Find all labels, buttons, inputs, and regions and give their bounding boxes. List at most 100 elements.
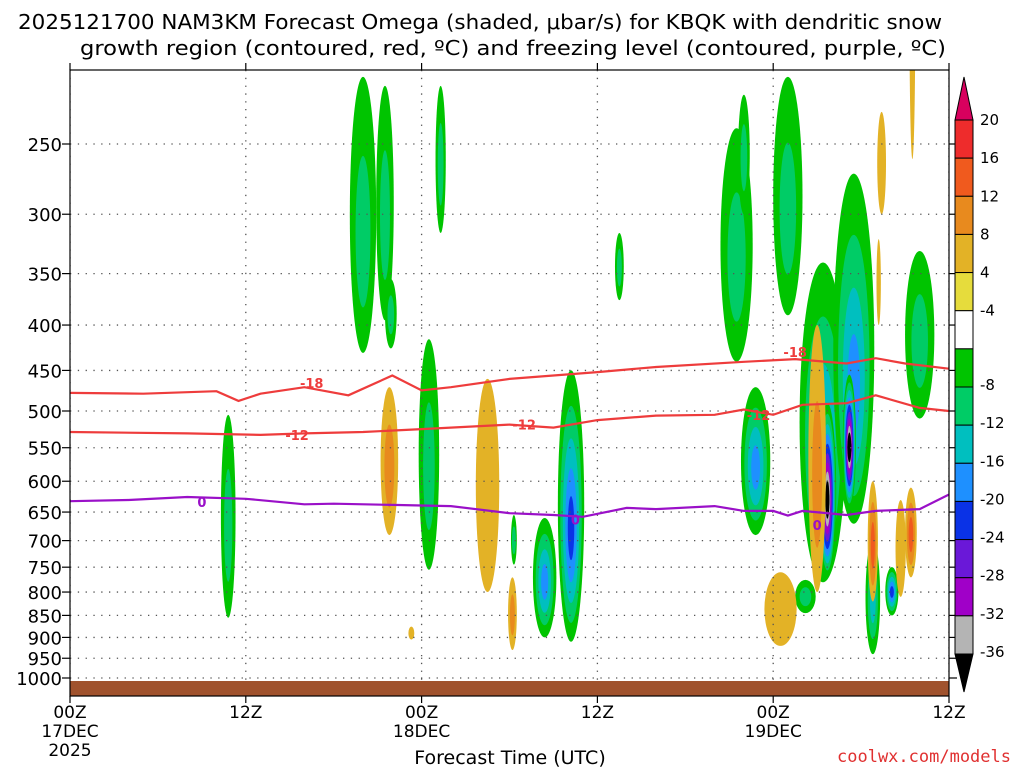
omega-shade xyxy=(380,150,390,281)
omega-ascent-cell xyxy=(877,111,887,215)
omega-shade xyxy=(889,586,894,598)
x-tick-label: 00Z xyxy=(405,703,438,723)
colorbar-tick-label: -8 xyxy=(980,376,995,394)
colorbar-tick-label: -32 xyxy=(980,605,1005,623)
omega-descent-cell xyxy=(614,233,624,301)
y-tick-label: 500 xyxy=(28,402,62,423)
dgz-contour-label: -18 xyxy=(300,377,324,392)
dgz-contour xyxy=(70,394,949,437)
omega-descent-cell xyxy=(773,76,803,316)
omega-shade xyxy=(437,123,444,206)
omega-descent-cell xyxy=(557,370,585,642)
colorbar-tick-label: 16 xyxy=(980,149,999,167)
colorbar-box xyxy=(954,310,974,350)
colorbar-box xyxy=(954,272,974,312)
y-tick-label: 250 xyxy=(28,135,62,156)
omega-shade xyxy=(876,239,881,326)
omega-ascent-cell xyxy=(909,70,916,160)
colorbar-tick-label: 4 xyxy=(980,264,990,282)
omega-descent-cell xyxy=(795,579,816,614)
omega-shade xyxy=(355,155,371,308)
y-tick-label: 800 xyxy=(28,583,62,604)
colorbar-tick-label: -16 xyxy=(980,452,1005,470)
freezing-level-contour-label: 0 xyxy=(571,514,580,529)
omega-shade xyxy=(908,517,914,553)
omega-shade xyxy=(541,563,549,600)
colorbar-box xyxy=(954,615,974,655)
colorbar-tick-label: -36 xyxy=(980,643,1005,661)
dgz-contour-label: -12 xyxy=(512,419,536,434)
dgz-contour-label: -12 xyxy=(747,409,771,424)
colorbar-top-arrow xyxy=(954,76,974,121)
y-tick-label: 550 xyxy=(28,439,62,460)
omega-shade xyxy=(877,111,887,215)
omega-descent-cell xyxy=(349,76,377,353)
omega-ascent-cell xyxy=(905,487,917,578)
omega-ascent-cell xyxy=(475,378,500,593)
temperature-contours: -18 -18 -12 -12 -12 0 0 0 xyxy=(70,346,949,534)
x-tick-label: 18DEC xyxy=(393,722,450,742)
colorbar-tick-label: 8 xyxy=(980,225,990,243)
omega-descent-cell xyxy=(885,567,899,616)
omega-descent-cell xyxy=(376,85,394,321)
omega-shade xyxy=(870,521,875,569)
omega-ascent-cell xyxy=(876,239,881,326)
omega-descent-cell xyxy=(905,250,935,419)
omega-shade xyxy=(911,294,928,388)
y-tick-label: 900 xyxy=(28,628,62,649)
colorbar-box xyxy=(954,577,974,617)
colorbar-tick-label: -4 xyxy=(980,302,995,320)
omega-shade xyxy=(740,124,748,192)
omega-ascent-cell xyxy=(508,577,517,651)
omega-ascent-cell xyxy=(867,481,878,602)
colorbar-tick-label: -28 xyxy=(980,567,1005,585)
colorbar-tick-label: -24 xyxy=(980,529,1005,547)
colorbar-box xyxy=(954,348,974,388)
colorbar-tick-label: 20 xyxy=(980,111,999,129)
omega-descent-cell xyxy=(384,279,397,349)
omega-descent-cell xyxy=(532,517,557,638)
colorbar-box xyxy=(954,233,974,274)
omega-shade xyxy=(764,572,797,646)
colorbar-box xyxy=(954,157,974,197)
omega-ascent-cell xyxy=(895,500,906,597)
colorbar-box xyxy=(954,462,974,502)
chart-title-line1: 2025121700 NAM3KM Forecast Omega (shaded… xyxy=(18,10,942,34)
freezing-level-contour-label: 0 xyxy=(197,496,206,511)
omega-shade xyxy=(408,626,415,640)
omega-field xyxy=(220,70,935,655)
grid-lines xyxy=(70,70,949,696)
x-axis-label: Forecast Time (UTC) xyxy=(414,747,605,768)
omega-ascent-cell xyxy=(380,387,399,536)
plot-border xyxy=(69,69,950,697)
x-tick-label: 2025 xyxy=(48,741,91,761)
y-tick-label: 400 xyxy=(28,316,62,337)
freezing-level-contour-label: 0 xyxy=(813,519,822,534)
y-tick-label: 300 xyxy=(28,205,62,226)
omega-descent-cell xyxy=(220,414,236,618)
omega-shade xyxy=(423,402,435,531)
omega-shade xyxy=(847,439,852,457)
omega-shade xyxy=(909,70,916,160)
colorbar-tick-label: -20 xyxy=(980,490,1005,508)
colorbar-box xyxy=(954,500,974,541)
colorbar: 20 16 12 8 4 -4 -8 -12 -16 -20 -24 -28 -32 -36 xyxy=(954,76,1005,693)
chart-title-line2: growth region (contoured, red, ºC) and f… xyxy=(80,36,946,60)
omega-shade xyxy=(509,594,515,636)
x-tick-label: 19DEC xyxy=(745,722,802,742)
omega-ascent-cell xyxy=(764,572,797,646)
y-tick-label: 700 xyxy=(28,532,62,553)
omega-shade xyxy=(616,248,622,287)
x-tick-label: 12Z xyxy=(229,703,262,723)
terrain-ground xyxy=(70,681,949,696)
x-tick-label: 00Z xyxy=(53,703,86,723)
colorbar-box xyxy=(954,539,974,579)
colorbar-tick-label: -12 xyxy=(980,414,1005,432)
y-tick-label: 950 xyxy=(28,649,62,670)
x-tick-label: 00Z xyxy=(757,703,790,723)
omega-shade xyxy=(779,142,797,275)
omega-shade xyxy=(511,526,516,555)
omega-shade xyxy=(825,489,830,511)
